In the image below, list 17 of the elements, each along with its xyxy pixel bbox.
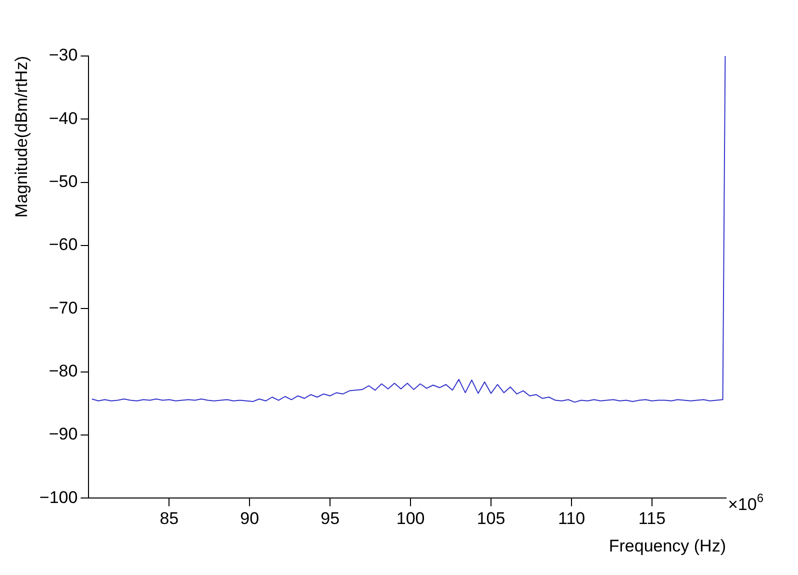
x-axis-title: Frequency (Hz) — [608, 536, 726, 556]
x-tick-label: 115 — [638, 509, 666, 528]
y-tick-label: −50 — [48, 172, 78, 192]
y-axis-title: Magnitude(dBm/rtHz) — [12, 56, 31, 218]
y-tick-label: −100 — [39, 488, 78, 507]
x-tick-label: 85 — [160, 509, 179, 528]
x-tick-label: 110 — [558, 509, 586, 528]
y-tick-label: −70 — [48, 298, 78, 318]
y-tick-label: −30 — [48, 46, 78, 65]
x-tick-label: 90 — [240, 509, 260, 528]
y-tick-label: −80 — [48, 362, 78, 381]
y-tick-label: −40 — [48, 108, 78, 128]
x-tick-label: 95 — [320, 509, 340, 528]
y-tick-label: −90 — [48, 424, 78, 444]
x-tick-label: 105 — [476, 509, 506, 528]
x-tick-label: 100 — [396, 509, 425, 528]
y-tick-label: −60 — [48, 235, 78, 254]
